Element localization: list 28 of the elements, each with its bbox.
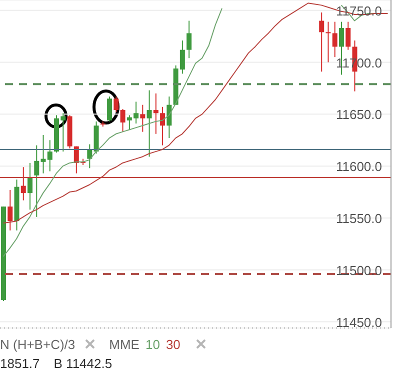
candlestick xyxy=(34,144,40,218)
candlestick xyxy=(346,21,351,50)
y-tick-label: 11450.0 xyxy=(336,314,382,330)
candlestick xyxy=(8,189,13,231)
candlestick xyxy=(107,96,112,122)
candlestick xyxy=(186,20,192,59)
legend-title: MME xyxy=(109,336,140,352)
text: 10 xyxy=(145,336,160,352)
candlestick xyxy=(114,96,119,113)
y-tick-label: 11650.0 xyxy=(336,107,382,122)
candlestick xyxy=(166,96,172,139)
text: B 11442.5 xyxy=(54,356,112,371)
y-tick-label: 11500.0 xyxy=(336,262,382,278)
candlestick xyxy=(140,104,146,132)
candlestick xyxy=(319,12,324,72)
text: 1851.7 xyxy=(0,356,40,371)
candlestick xyxy=(20,166,26,201)
candlestick xyxy=(120,108,126,132)
candlestick xyxy=(146,90,152,158)
candlestick xyxy=(160,106,166,146)
text: N (H+B+C)/3 xyxy=(0,336,76,352)
candlestick xyxy=(332,21,338,58)
y-tick-label: 11550.0 xyxy=(336,210,382,226)
y-tick-label: 11600.0 xyxy=(336,159,382,174)
candlestick xyxy=(28,162,33,210)
candlestick xyxy=(326,21,331,63)
candlestick xyxy=(153,92,158,134)
text: 30 xyxy=(166,336,180,352)
